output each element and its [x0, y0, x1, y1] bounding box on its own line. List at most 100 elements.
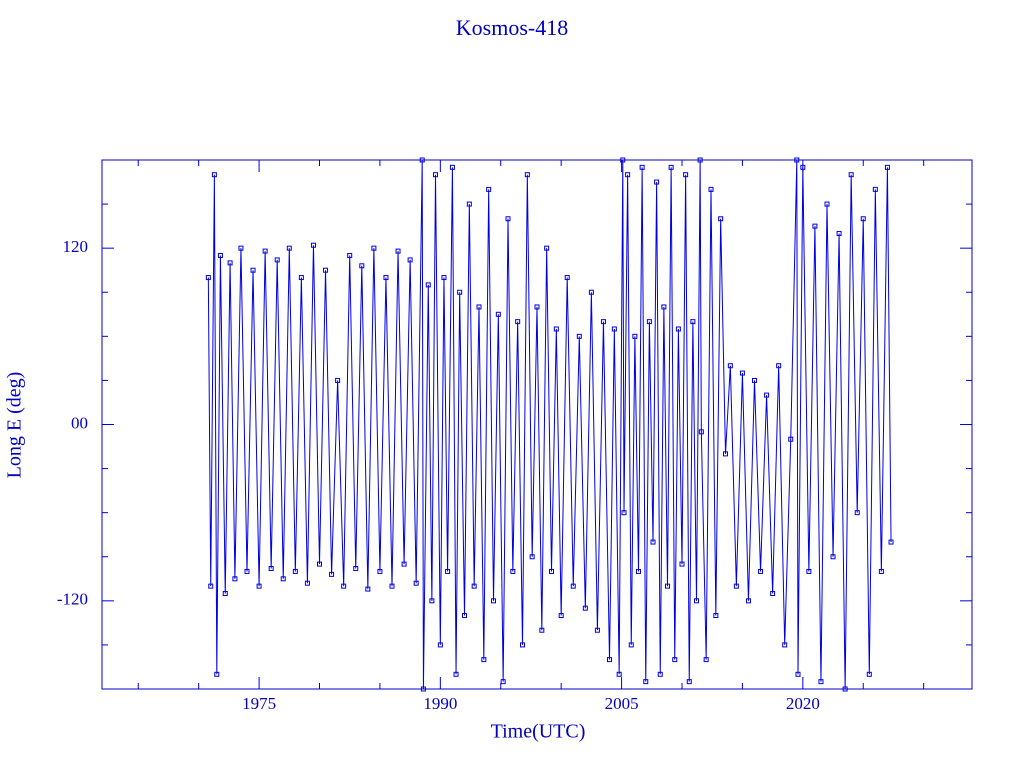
- point: [632, 333, 638, 339]
- point: [643, 679, 649, 685]
- point: [824, 201, 830, 207]
- point: [860, 216, 866, 222]
- point: [425, 282, 431, 288]
- point: [420, 686, 426, 692]
- point: [471, 583, 477, 589]
- point: [600, 319, 606, 325]
- point: [505, 216, 511, 222]
- point: [625, 172, 631, 178]
- point: [854, 510, 860, 516]
- point: [437, 642, 443, 648]
- point: [310, 242, 316, 248]
- point: [238, 245, 244, 251]
- x-tick-label: 2020: [786, 694, 820, 713]
- x-tick-label: 1975: [242, 694, 276, 713]
- point: [329, 571, 335, 577]
- point: [232, 576, 238, 582]
- point: [383, 275, 389, 281]
- point: [292, 568, 298, 574]
- point: [222, 590, 228, 596]
- point: [217, 253, 223, 259]
- x-tick-label: 2005: [605, 694, 639, 713]
- point: [795, 671, 801, 677]
- point: [413, 580, 419, 586]
- point: [419, 157, 425, 163]
- point: [262, 248, 268, 254]
- point: [657, 671, 663, 677]
- point: [433, 172, 438, 178]
- point: [520, 642, 525, 648]
- point: [371, 245, 377, 251]
- point: [341, 583, 347, 589]
- point: [661, 304, 667, 310]
- point: [830, 554, 836, 560]
- point: [878, 568, 884, 574]
- point: [588, 289, 594, 295]
- point: [708, 186, 714, 192]
- point: [389, 583, 395, 589]
- point: [836, 230, 842, 236]
- point: [594, 627, 600, 633]
- point: [441, 275, 447, 281]
- point: [256, 583, 262, 589]
- y-tick-label: 120: [63, 237, 89, 256]
- point: [794, 157, 800, 163]
- point: [211, 172, 217, 178]
- point: [457, 289, 463, 295]
- point: [335, 377, 341, 383]
- point: [576, 333, 582, 339]
- point: [818, 679, 824, 685]
- point: [377, 568, 383, 574]
- point: [407, 257, 413, 263]
- point: [888, 539, 894, 545]
- series-line: [207, 159, 892, 690]
- point: [727, 363, 733, 369]
- point: [359, 263, 365, 269]
- point: [866, 671, 872, 677]
- x-axis-label: Time(UTC): [491, 721, 586, 743]
- y-tick-label: -120: [57, 590, 88, 609]
- point: [713, 613, 719, 619]
- point: [611, 326, 617, 332]
- point: [244, 568, 250, 574]
- point: [280, 576, 286, 582]
- point: [812, 223, 818, 229]
- point: [466, 201, 472, 207]
- point: [703, 657, 709, 663]
- point: [529, 554, 535, 560]
- point: [544, 245, 550, 251]
- point: [654, 179, 660, 185]
- point: [690, 319, 696, 325]
- point: [214, 671, 220, 677]
- point: [323, 267, 329, 273]
- point: [353, 566, 359, 572]
- point: [453, 671, 459, 677]
- point: [476, 304, 482, 310]
- point: [250, 267, 256, 273]
- point: [515, 319, 521, 325]
- point: [683, 172, 689, 178]
- point: [636, 568, 641, 574]
- point: [564, 275, 570, 281]
- point: [510, 568, 516, 574]
- point: [365, 586, 371, 592]
- point: [268, 566, 274, 572]
- point: [500, 679, 506, 685]
- point: [639, 164, 645, 170]
- point: [788, 436, 794, 442]
- point: [317, 561, 322, 567]
- point: [486, 186, 492, 192]
- point: [539, 627, 545, 633]
- point: [733, 583, 739, 589]
- point: [553, 326, 559, 332]
- point: [445, 568, 451, 574]
- x-tick-label: 1990: [423, 694, 457, 713]
- point: [884, 164, 890, 170]
- point: [679, 561, 685, 567]
- point: [872, 186, 878, 192]
- point: [739, 370, 745, 376]
- point: [495, 311, 501, 317]
- point: [395, 248, 401, 254]
- point: [481, 657, 487, 663]
